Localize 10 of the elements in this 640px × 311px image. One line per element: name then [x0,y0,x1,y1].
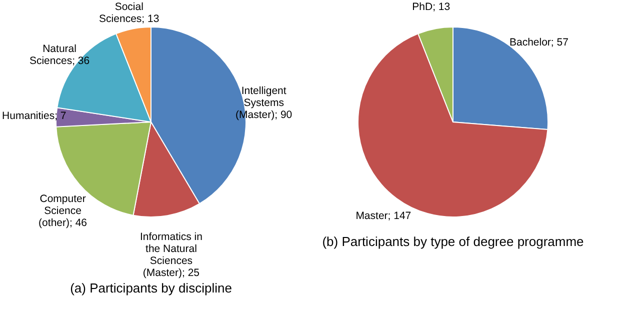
slice-label: Bachelor; 57 [509,36,569,49]
slice-label: Humanities; 7 [2,110,66,122]
slice-label: Informatics in the Natural Sciences (Master); 25 [140,231,203,280]
slice-label: Master; 147 [356,210,412,222]
slice-label: Computer Science (other); 46 [38,192,88,229]
text: (a) Participants by discipline [70,280,232,296]
slice-label: PhD; 13 [412,1,450,14]
slice-label: Social Sciences; 13 [99,1,160,26]
text: (b) Participants by type of degree programme [322,234,584,249]
slice-label: Natural Sciences; 36 [29,43,90,68]
